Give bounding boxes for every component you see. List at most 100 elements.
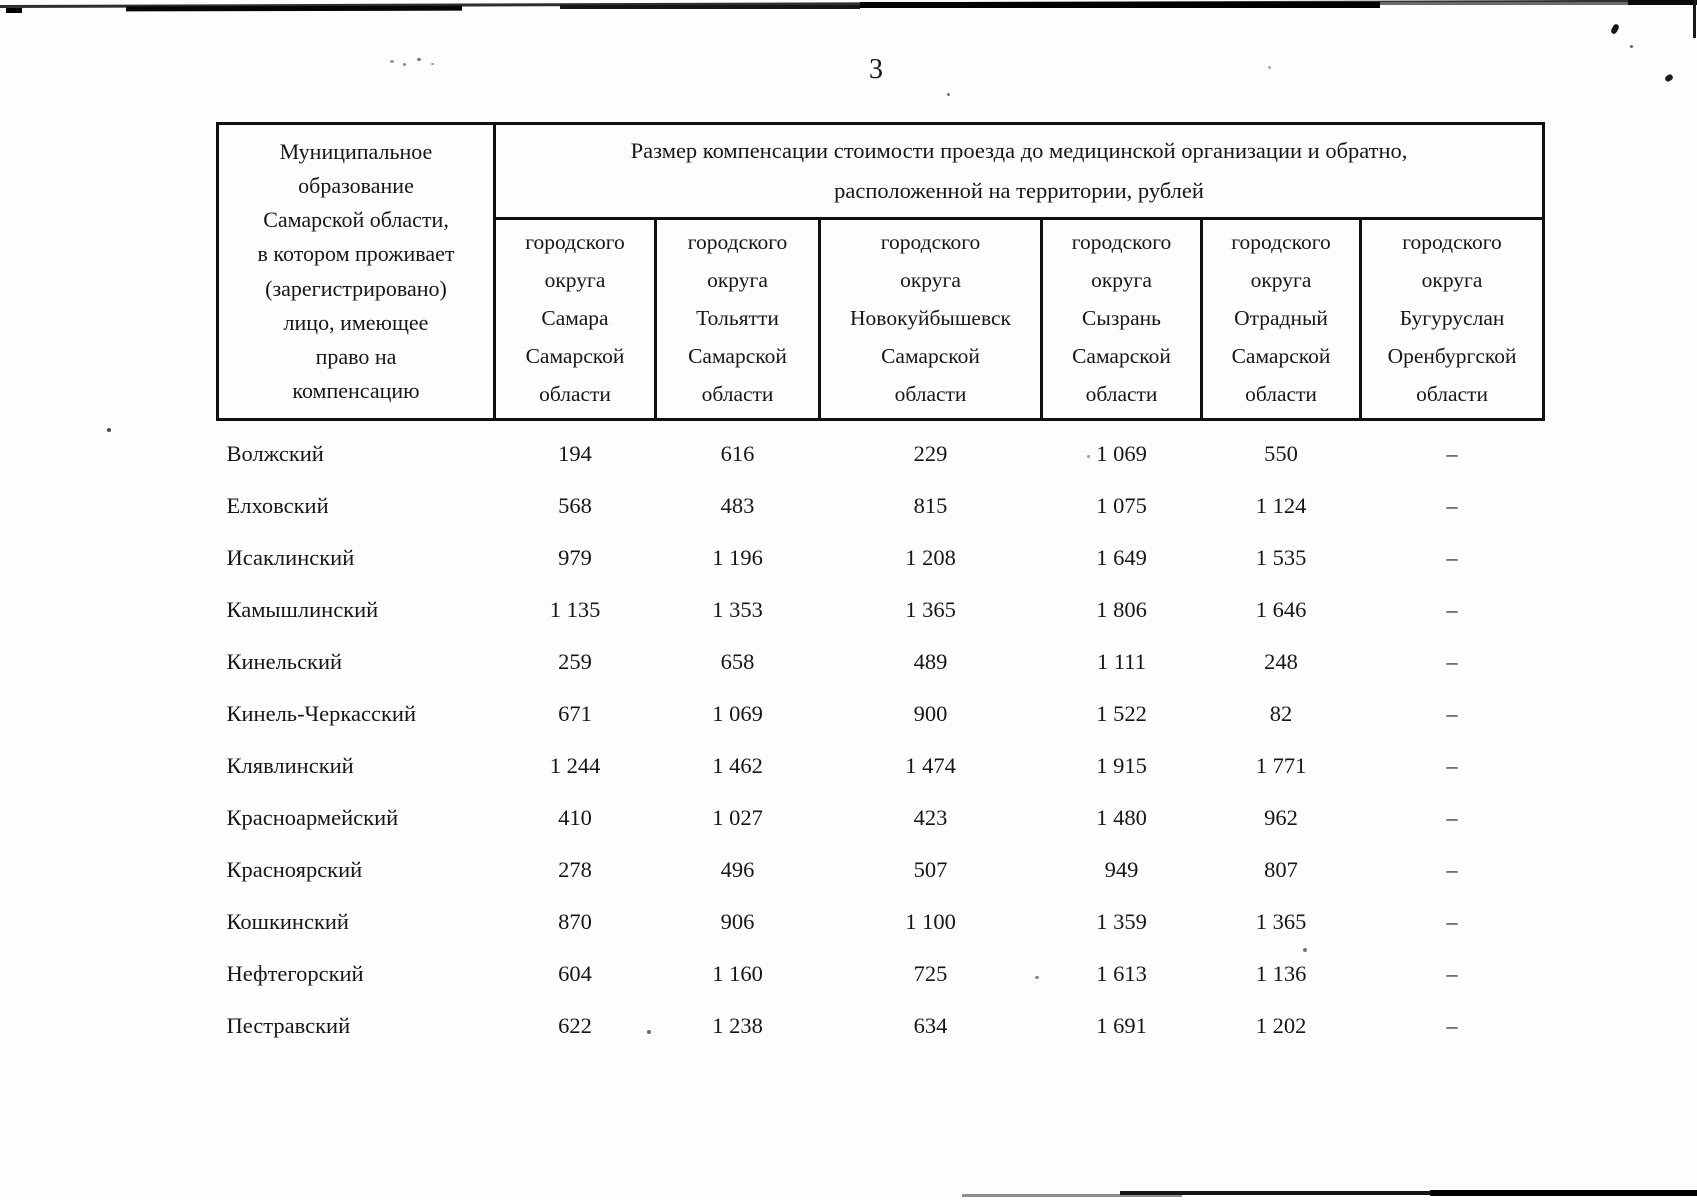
- scan-speck: [107, 428, 111, 432]
- compensation-value: 1 771: [1255, 753, 1307, 778]
- table-row: Камышлинский 1 135 1 353 1 365 1 806 1 646 –: [218, 584, 1544, 636]
- compensation-value: 671: [558, 701, 592, 726]
- table-body: Волжский 194 616 229 1 069 550 – Елховский 568 48…: [218, 420, 1544, 1053]
- table-row: Елховский 568 483 815 1 075 1 124 –: [218, 480, 1544, 532]
- table-row: Исаклинский 979 1 196 1 208 1 649 1 535 –: [218, 532, 1544, 584]
- compensation-value: 1 111: [1097, 649, 1146, 674]
- compensation-value: 962: [1264, 805, 1298, 830]
- scan-speck: [1664, 73, 1674, 83]
- municipality-name: Красноармейский: [226, 805, 399, 830]
- compensation-value: 900: [913, 701, 948, 726]
- scan-artifact-top-line: [1628, 0, 1697, 5]
- compensation-value: 1 136: [1255, 961, 1307, 986]
- municipality-name: Волжский: [226, 441, 324, 466]
- compensation-spanning-header: Размер компенсации стоимости проезда до …: [492, 122, 1546, 220]
- compensation-value: 1 075: [1096, 493, 1147, 518]
- scan-speck: [1268, 66, 1271, 69]
- scan-speck: [417, 58, 421, 61]
- municipality-name: Пестравский: [226, 1013, 351, 1038]
- scan-artifact-bottom-line: [1430, 1190, 1697, 1196]
- compensation-value: 507: [913, 857, 948, 882]
- compensation-value: 1 365: [1255, 909, 1307, 934]
- compensation-value: –: [1446, 441, 1458, 466]
- table-row: Волжский 194 616 229 1 069 550 –: [218, 420, 1544, 481]
- compensation-value: 1 208: [905, 545, 956, 570]
- compensation-value: 622: [558, 1013, 592, 1038]
- compensation-value: 807: [1264, 857, 1298, 882]
- compensation-value: –: [1446, 857, 1458, 882]
- scan-speck: [431, 63, 434, 65]
- scan-artifact-right-edge: [1693, 0, 1696, 38]
- compensation-value: 1 915: [1096, 753, 1147, 778]
- compensation-value: –: [1446, 753, 1458, 778]
- compensation-value: 496: [720, 857, 755, 882]
- compensation-value: 1 522: [1096, 701, 1147, 726]
- scan-artifact-top-line: [125, 5, 463, 12]
- compensation-value: 278: [558, 857, 592, 882]
- column-header: городского округа Самара Самарской облас…: [493, 217, 657, 421]
- compensation-value: –: [1446, 701, 1458, 726]
- scan-artifact-top-line: [1380, 2, 1630, 5]
- compensation-value: 870: [558, 909, 592, 934]
- compensation-value: 616: [720, 441, 755, 466]
- compensation-value: 1 365: [905, 597, 956, 622]
- compensation-value: 1 069: [712, 701, 763, 726]
- municipality-name: Камышлинский: [226, 597, 379, 622]
- column-header: городского округа Бугуруслан Оренбургско…: [1358, 217, 1546, 421]
- table-row: Красноармейский 410 1 027 423 1 480 962 –: [218, 792, 1544, 844]
- municipality-name: Нефтегорский: [226, 961, 364, 986]
- compensation-value: 1 100: [905, 909, 956, 934]
- compensation-value: 550: [1264, 441, 1298, 466]
- compensation-value: –: [1446, 493, 1458, 518]
- compensation-value: –: [1446, 597, 1458, 622]
- compensation-value: –: [1446, 805, 1458, 830]
- compensation-value: 1 238: [712, 1013, 763, 1038]
- column-header: городского округа Тольятти Самарской обл…: [654, 217, 821, 421]
- compensation-value: 634: [913, 1013, 948, 1038]
- municipality-name: Клявлинский: [226, 753, 354, 778]
- compensation-value: 1 202: [1255, 1013, 1307, 1038]
- scan-artifact-bottom-line: [1120, 1191, 1560, 1195]
- scan-artifact-top-line: [6, 8, 22, 13]
- compensation-value: 1 124: [1255, 493, 1307, 518]
- compensation-value: 1 535: [1255, 545, 1307, 570]
- compensation-value: 1 196: [712, 545, 763, 570]
- municipality-name: Кинель-Черкасский: [226, 701, 416, 726]
- scan-speck: [947, 93, 950, 96]
- compensation-value: 489: [913, 649, 948, 674]
- compensation-value: 1 649: [1096, 545, 1147, 570]
- municipality-name: Кинельский: [226, 649, 343, 674]
- compensation-value: 229: [913, 441, 948, 466]
- municipality-name: Кошкинский: [226, 909, 349, 934]
- compensation-value: –: [1446, 649, 1458, 674]
- compensation-value: 1 135: [549, 597, 601, 622]
- scan-artifact-top-line: [560, 5, 860, 9]
- compensation-value: –: [1446, 909, 1458, 934]
- table-row: Красноярский 278 496 507 949 807 –: [218, 844, 1544, 896]
- compensation-value: 259: [558, 649, 592, 674]
- table-row: Пестравский 622 1 238 634 1 691 1 202 –: [218, 1000, 1544, 1052]
- compensation-value: 604: [558, 961, 592, 986]
- table-row: Клявлинский 1 244 1 462 1 474 1 915 1 771 –: [218, 740, 1544, 792]
- page-number: 3: [869, 54, 883, 85]
- compensation-table: Муниципальное образование Самарской обла…: [216, 122, 1546, 1053]
- compensation-value: 1 353: [712, 597, 763, 622]
- compensation-value: 423: [913, 805, 948, 830]
- compensation-value: 1 691: [1096, 1013, 1147, 1038]
- compensation-value: 1 613: [1096, 961, 1147, 986]
- table-row: Нефтегорский 604 1 160 725 1 613 1 136 –: [218, 948, 1544, 1000]
- compensation-value: 906: [720, 909, 755, 934]
- compensation-value: 1 027: [712, 805, 763, 830]
- compensation-value: 1 474: [905, 753, 956, 778]
- compensation-value: 725: [913, 961, 948, 986]
- compensation-value: 1 244: [549, 753, 601, 778]
- compensation-value: 1 462: [712, 753, 763, 778]
- compensation-value: 483: [720, 493, 755, 518]
- compensation-value: 1 646: [1255, 597, 1307, 622]
- municipality-name: Елховский: [226, 493, 329, 518]
- scan-artifact-top-line: [0, 0, 1697, 8]
- municipality-column-header: Муниципальное образование Самарской обла…: [216, 122, 496, 421]
- scan-artifact-bottom-line: [962, 1194, 1182, 1197]
- compensation-value: 979: [558, 545, 592, 570]
